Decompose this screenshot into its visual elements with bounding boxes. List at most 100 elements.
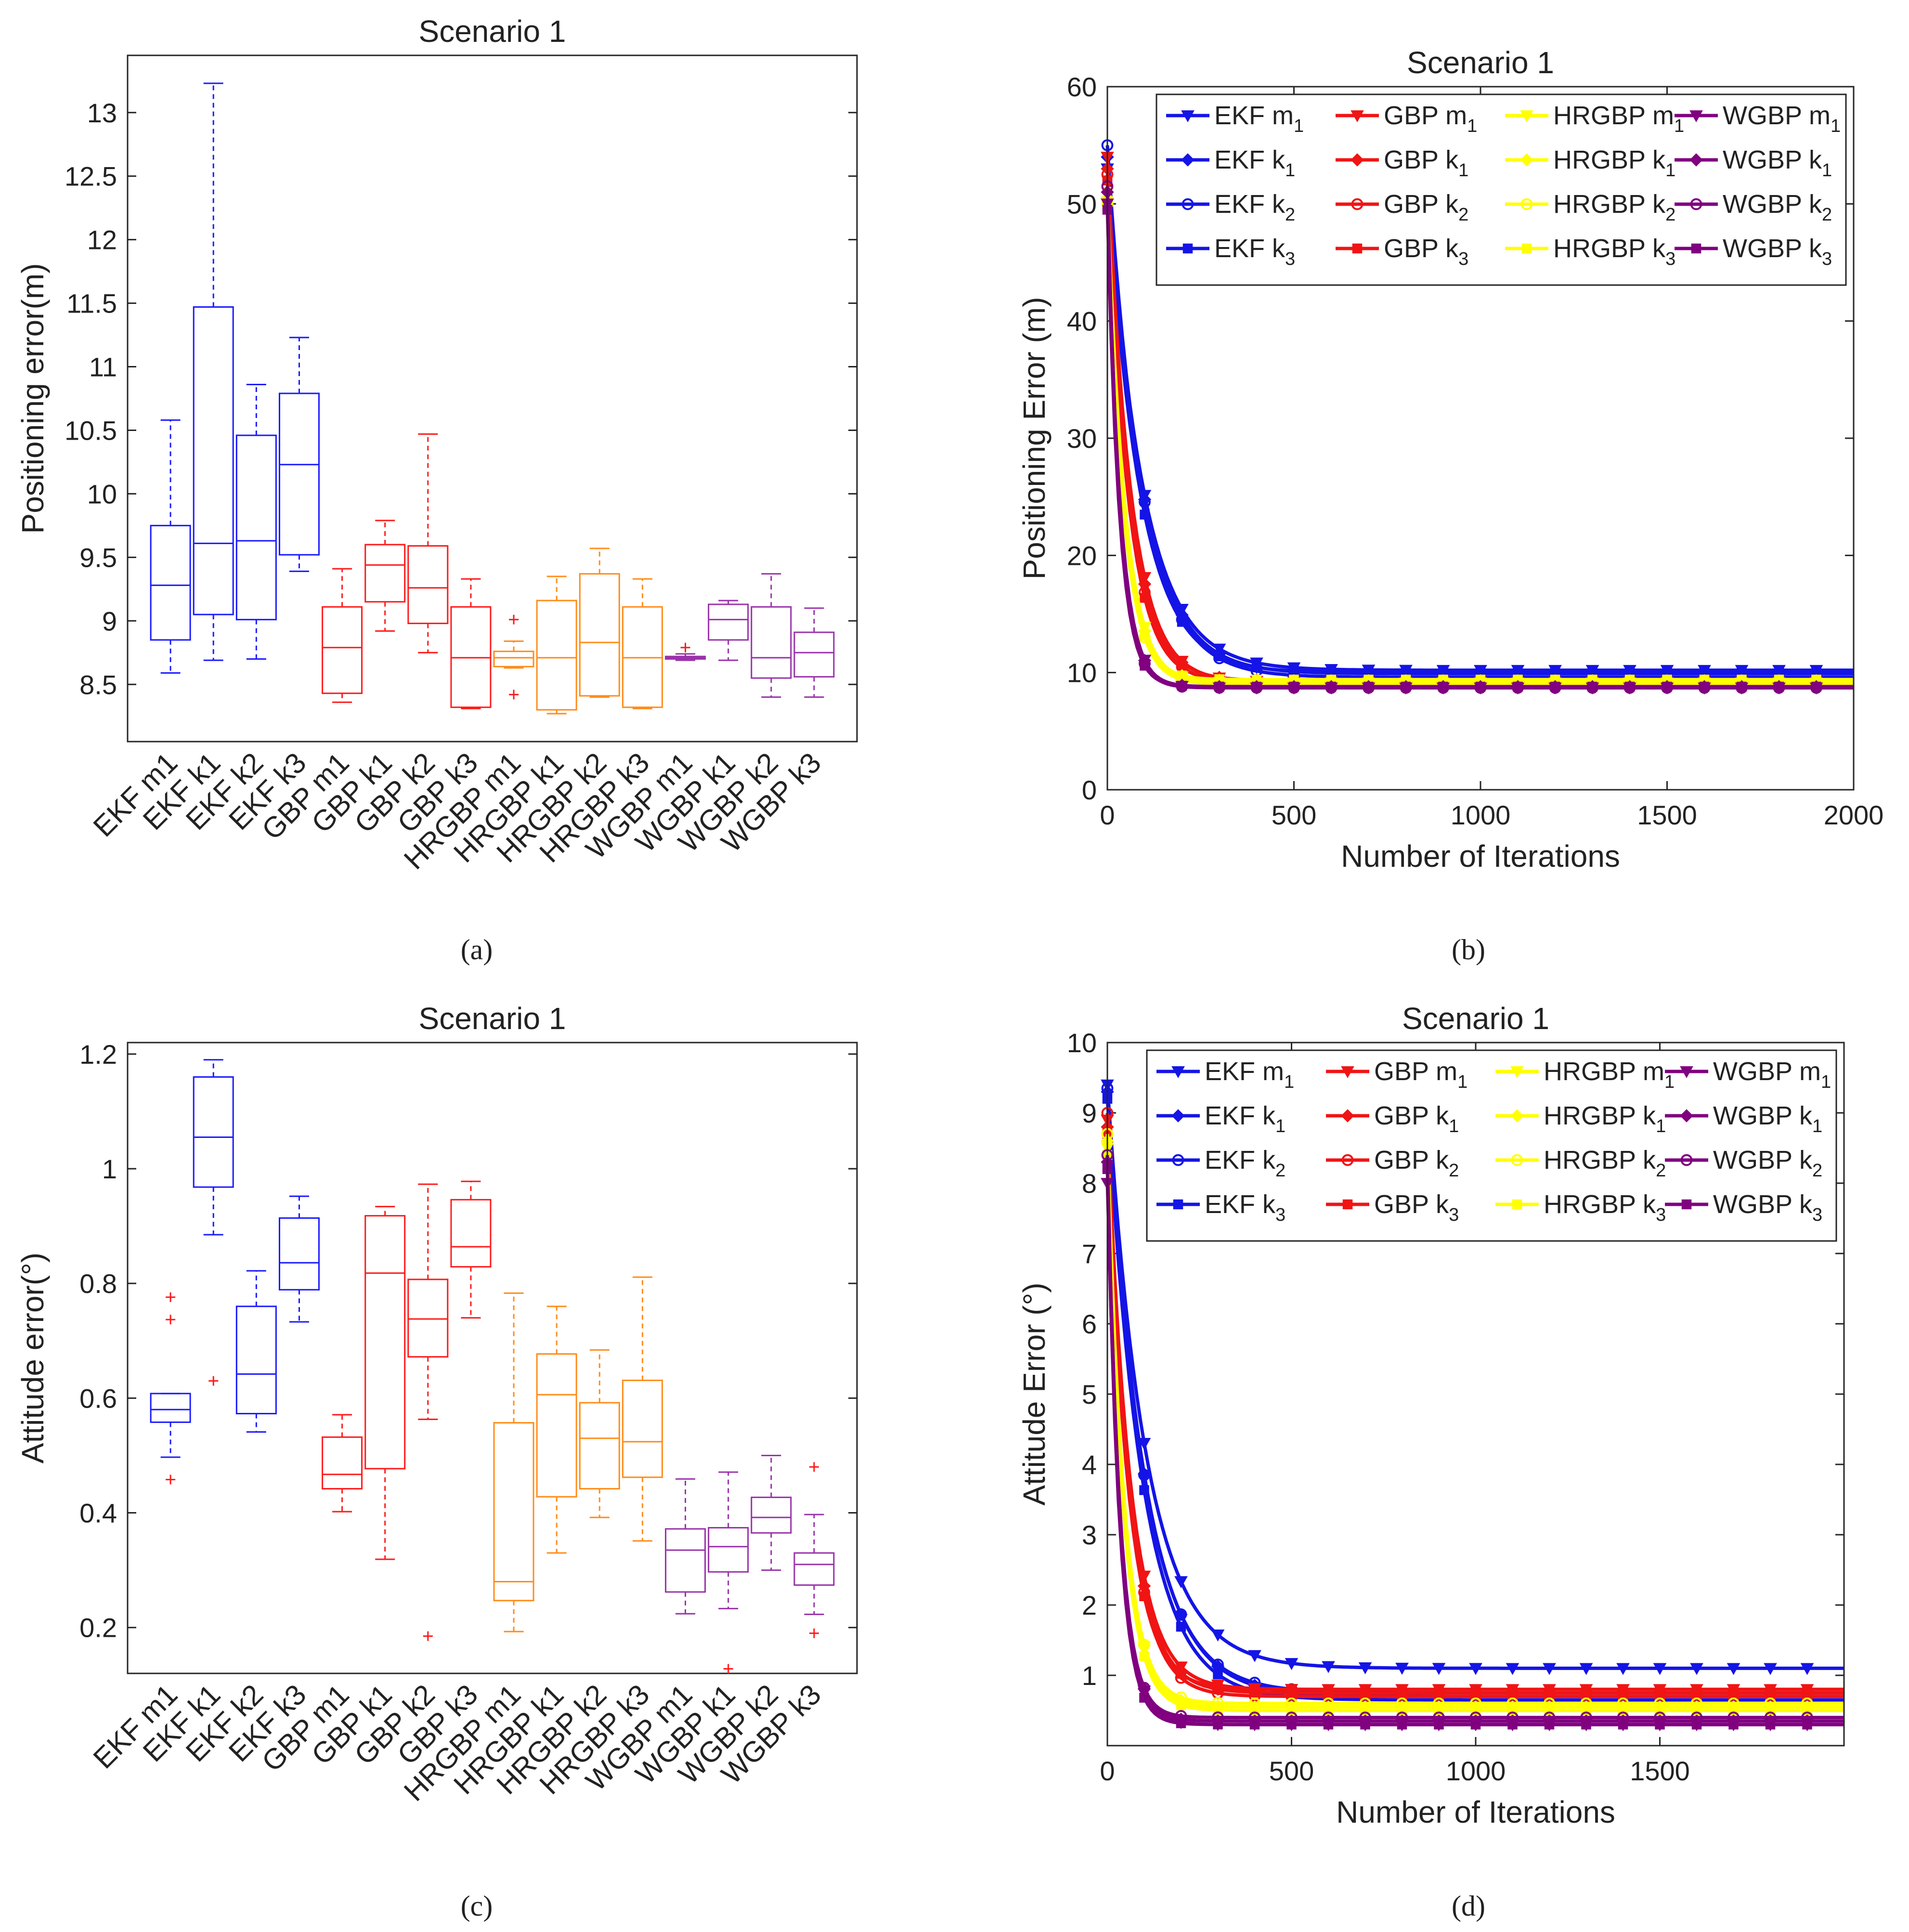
box-ekf-k2 [235,383,277,660]
marker [1176,1700,1186,1710]
legend-label-subscript: 1 [1656,1116,1666,1136]
marker [1507,1684,1518,1695]
marker [1286,1684,1297,1695]
series-wgbp-k3 [1102,1164,1844,1730]
marker [1802,1719,1812,1730]
plot-frame [127,54,858,743]
marker [1618,1719,1628,1730]
y-tick-label: 60 [1067,72,1097,102]
legend-label-subscript: 3 [1822,249,1832,269]
marker [1689,153,1703,167]
marker [1213,1669,1223,1680]
y-tick-label: 20 [1067,540,1097,571]
marker [1544,1684,1555,1695]
iqr-box [364,544,406,603]
iqr-box [493,1422,534,1602]
marker [1543,1663,1556,1675]
marker [1774,681,1784,692]
marker [1811,681,1821,692]
iqr-box [235,1305,277,1415]
marker [1171,1109,1185,1123]
marker [1506,1663,1519,1675]
box-gbp-k2 [407,1183,449,1641]
marker [1251,662,1262,673]
marker [1510,1109,1524,1123]
box-ekf-k1 [193,1059,234,1386]
box-gbp-m1 [322,1414,363,1513]
legend-label-subscript: 3 [1665,249,1675,269]
legend-label-subscript: 1 [1449,1116,1459,1136]
marker [1397,1684,1407,1695]
y-axis-label: Attitude Error (°) [1017,1282,1052,1505]
legend-label-subscript: 3 [1285,249,1295,269]
marker [1249,1684,1260,1694]
iqr-box [278,392,320,556]
box-wgbp-m1 [665,1478,706,1615]
marker [1691,1684,1702,1695]
marker [1251,681,1262,692]
y-tick-label: 0.4 [79,1498,117,1528]
y-tick-label: 30 [1067,423,1097,454]
marker [1800,1663,1814,1675]
x-tick-label: 500 [1269,1756,1314,1786]
marker [1653,1663,1667,1675]
marker [1727,1663,1740,1675]
y-tick-label: 9 [1082,1098,1097,1128]
box-gbp-k1 [364,1206,406,1560]
box-hrgbp-k3 [622,578,663,709]
iqr-box [322,1436,363,1490]
iqr-box [450,1199,492,1268]
legend-label-subscript: 3 [1275,1205,1286,1225]
marker [1176,1669,1186,1679]
marker [1699,681,1710,692]
iqr-box [193,306,234,615]
marker [1765,1719,1776,1730]
marker [1681,1199,1692,1210]
iqr-box [193,1076,234,1188]
marker [1181,110,1195,123]
marker [1352,243,1363,254]
marker [1351,110,1364,123]
marker [1140,509,1150,520]
iqr-box [793,631,835,678]
x-axis-label: Number of Iterations [1341,839,1620,874]
marker [1581,1719,1591,1730]
marker [1139,1591,1149,1602]
x-axis-label: Number of Iterations [1336,1795,1615,1829]
box-gbp-k3 [450,578,492,709]
box-wgbp-k1 [708,1471,749,1674]
iqr-box [536,1353,577,1498]
legend-label-subscript: 2 [1665,205,1675,225]
marker [1341,1109,1354,1123]
marker [1507,1719,1518,1730]
y-tick-label: 10 [87,479,117,509]
box-wgbp-k2 [751,573,792,698]
marker [1520,110,1533,123]
box-ekf-m1 [150,1292,191,1485]
iqr-box [579,1402,620,1490]
marker [1680,1154,1693,1166]
plot-frame [1106,86,1855,791]
marker [1173,1199,1183,1210]
iqr-box [322,606,363,694]
box-wgbp-k1 [708,600,749,661]
marker [1182,198,1194,210]
chart-title: Scenario 1 [419,14,566,49]
box-ekf-k1 [193,82,234,661]
marker [1662,681,1672,692]
iqr-box [407,545,449,625]
legend-label-subscript: 1 [1284,1072,1294,1092]
legend-label-subscript: 1 [1674,116,1684,136]
marker [1728,1719,1739,1730]
marker [1176,1718,1186,1728]
legend-label-subscript: 3 [1812,1205,1822,1225]
marker [1213,1682,1223,1692]
iqr-box [493,651,534,667]
legend-label-subscript: 1 [1831,116,1841,136]
series-line [1105,1112,1844,1698]
legend-label-subscript: 1 [1285,160,1295,181]
y-tick-label: 7 [1082,1239,1097,1269]
marker [1140,661,1150,671]
